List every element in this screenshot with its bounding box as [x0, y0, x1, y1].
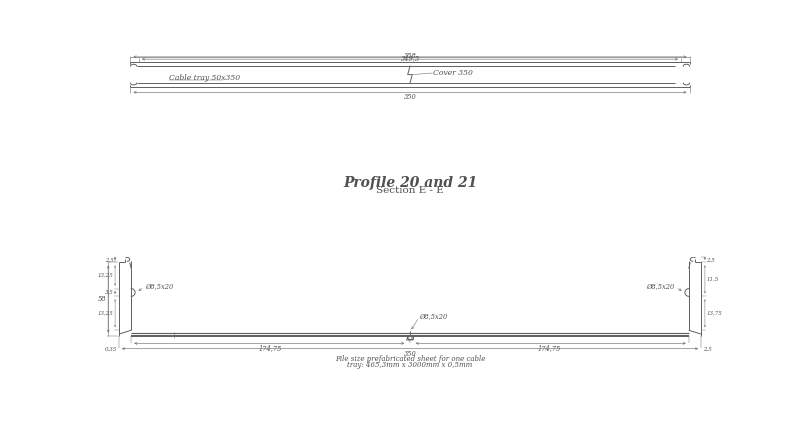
Text: Ø8,5x20: Ø8,5x20 — [646, 282, 675, 290]
Text: 358: 358 — [404, 52, 416, 60]
Text: 58: 58 — [98, 295, 106, 303]
Text: Ø8,5x20: Ø8,5x20 — [145, 282, 174, 290]
Text: Cable tray 50x350: Cable tray 50x350 — [169, 74, 240, 82]
Text: 2,5: 2,5 — [702, 346, 711, 351]
Text: 13,25: 13,25 — [98, 311, 114, 316]
Text: 3,5: 3,5 — [105, 290, 114, 295]
Text: 350: 350 — [404, 94, 416, 101]
Text: 2,5: 2,5 — [105, 257, 114, 262]
Text: 349,5: 349,5 — [401, 54, 419, 62]
Text: Section E - E: Section E - E — [376, 186, 444, 195]
Text: 2,5: 2,5 — [706, 257, 715, 262]
Text: 13,75: 13,75 — [706, 311, 722, 316]
Text: 8,5: 8,5 — [406, 337, 414, 342]
Text: 350: 350 — [404, 350, 416, 358]
Text: 13,25: 13,25 — [98, 273, 114, 278]
Text: Ø8,5x20: Ø8,5x20 — [419, 312, 447, 320]
Text: Cover 350: Cover 350 — [433, 69, 473, 77]
Text: 174,75: 174,75 — [259, 344, 282, 353]
Text: File size prefabricated sheet for one cable: File size prefabricated sheet for one ca… — [335, 355, 485, 363]
Text: tray: 465,3mm x 3000mm x 0,5mm: tray: 465,3mm x 3000mm x 0,5mm — [347, 361, 473, 369]
Text: 0,35: 0,35 — [105, 346, 118, 351]
Text: Profile 20 and 21: Profile 20 and 21 — [343, 176, 477, 190]
Text: 174,75: 174,75 — [538, 344, 561, 353]
Text: 11,5: 11,5 — [706, 277, 718, 282]
